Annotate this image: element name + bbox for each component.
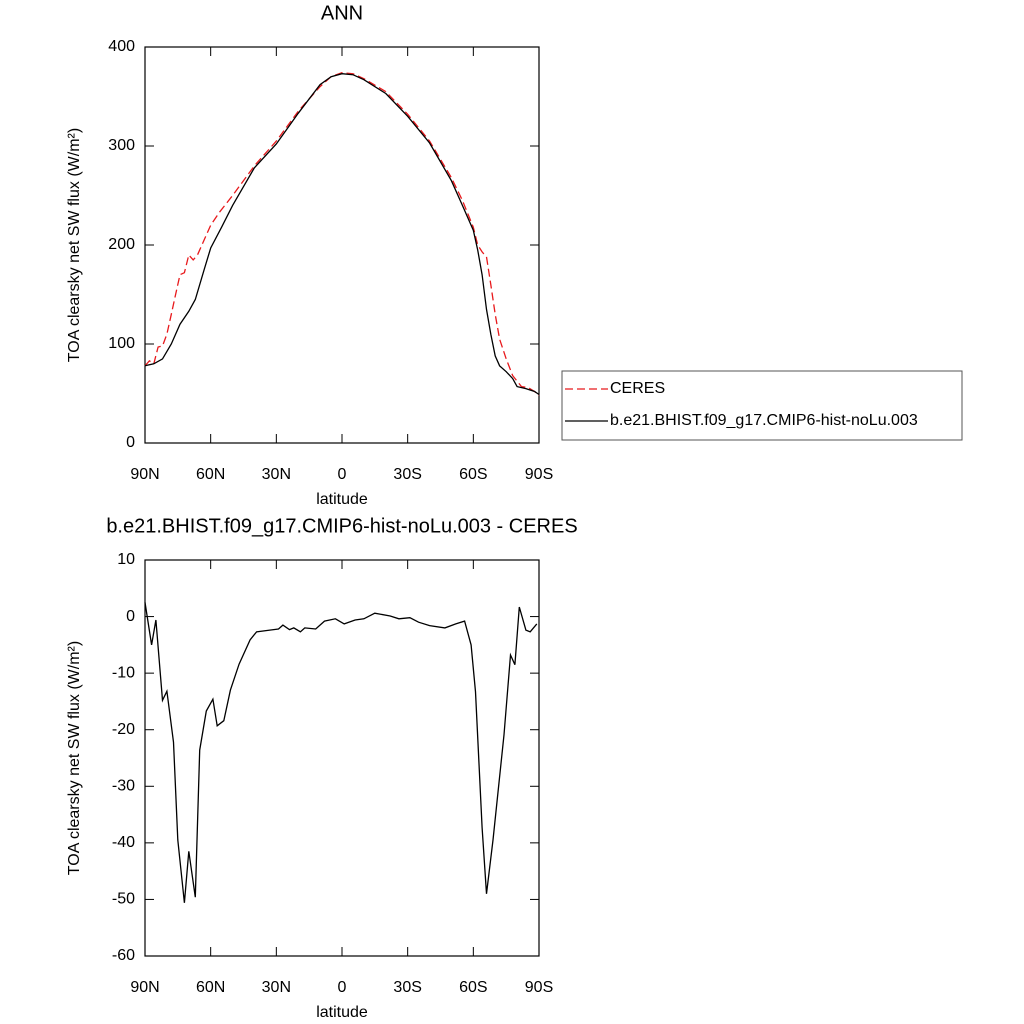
plot-frame — [144, 559, 540, 957]
series-line — [144, 72, 540, 396]
y-tick-label: -20 — [112, 721, 135, 738]
y-tick-label: -60 — [112, 947, 135, 964]
x-axis-label: latitude — [316, 1004, 368, 1021]
y-tick-label: 300 — [108, 137, 135, 154]
plot-frame — [144, 46, 540, 444]
x-tick-label: 90S — [525, 466, 553, 483]
y-tick-label: -40 — [112, 834, 135, 851]
y-tick-label: 10 — [117, 551, 135, 568]
y-tick-label: 200 — [108, 236, 135, 253]
y-tick-label: -50 — [112, 891, 135, 908]
x-tick-label: 60S — [459, 466, 487, 483]
x-tick-label: 0 — [338, 466, 347, 483]
x-tick-label: 30N — [262, 466, 291, 483]
y-tick-label: 0 — [126, 608, 135, 625]
legend-label: CERES — [610, 380, 665, 397]
y-axis-label: TOA clearsky net SW flux (W/m²) — [66, 128, 83, 362]
y-tick-label: 400 — [108, 38, 135, 55]
x-axis-label: latitude — [316, 491, 368, 508]
x-tick-label: 30S — [393, 466, 421, 483]
y-tick-label: 0 — [126, 434, 135, 451]
x-tick-label: 60S — [459, 979, 487, 996]
legend-box — [561, 370, 963, 441]
y-tick-label: -10 — [112, 664, 135, 681]
legend-label: b.e21.BHIST.f09_g17.CMIP6-hist-noLu.003 — [610, 412, 918, 429]
chart-title: ANN — [321, 2, 363, 24]
y-tick-label: -30 — [112, 778, 135, 795]
data-line — [144, 602, 538, 903]
x-tick-label: 90N — [130, 979, 159, 996]
x-tick-label: 90S — [525, 979, 553, 996]
x-tick-label: 30N — [262, 979, 291, 996]
legend: CERES b.e21.BHIST.f09_g17.CMIP6-hist-noLu… — [561, 370, 963, 441]
x-tick-label: 30S — [393, 979, 421, 996]
x-tick-label: 0 — [338, 979, 347, 996]
chart-title: b.e21.BHIST.f09_g17.CMIP6-hist-noLu.003 … — [106, 515, 577, 537]
x-tick-label: 60N — [196, 466, 225, 483]
x-tick-label: 90N — [130, 466, 159, 483]
y-tick-label: 100 — [108, 335, 135, 352]
series-line — [144, 73, 540, 396]
y-axis-label: TOA clearsky net SW flux (W/m²) — [66, 641, 83, 875]
x-tick-label: 60N — [196, 979, 225, 996]
